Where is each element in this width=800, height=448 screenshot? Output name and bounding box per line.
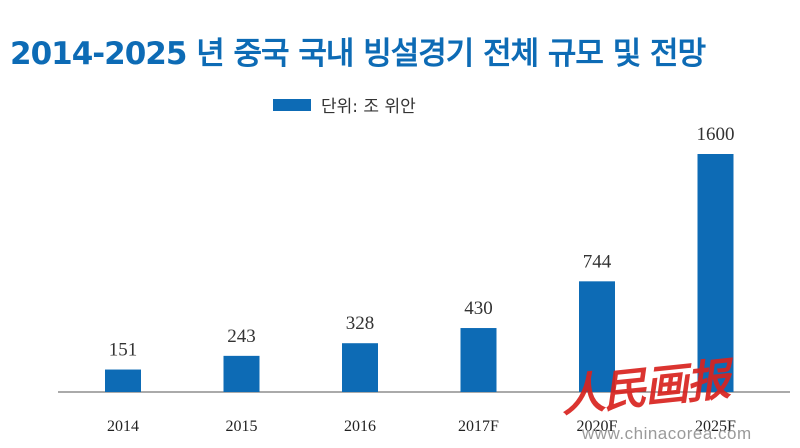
legend-swatch: [273, 98, 311, 111]
x-tick-label-2015: 2015: [226, 418, 258, 435]
x-tick-label-2016: 2016: [344, 418, 376, 435]
data-label-2017F: 430: [464, 298, 493, 319]
bar-2025F: [697, 154, 734, 392]
legend-label: 단위: 조 위안: [321, 97, 416, 117]
legend: 단위: 조 위안: [273, 92, 416, 117]
x-tick-label-2014: 2014: [107, 418, 139, 435]
bar-2016: [342, 343, 378, 392]
bar-2017F: [460, 328, 497, 392]
data-label-2014: 151: [109, 340, 138, 361]
bar-2015: [223, 355, 260, 392]
data-label-2015: 243: [227, 326, 256, 347]
bar-2014: [105, 369, 141, 392]
x-tick-label-2020F: 2020F: [577, 418, 618, 435]
x-tick-label-2017F: 2017F: [458, 418, 499, 435]
chart-title: 2014-2025 년 중국 국내 빙설경기 전체 규모 및 전망: [10, 36, 706, 72]
data-label-2020F: 744: [583, 251, 612, 272]
x-tick-label-2025F: 2025F: [695, 418, 736, 435]
watermark-url: www.chinacorea.com: [582, 424, 752, 443]
data-label-2016: 328: [346, 313, 375, 334]
bar-2020F: [579, 281, 615, 392]
data-label-2025F: 1600: [697, 124, 735, 145]
